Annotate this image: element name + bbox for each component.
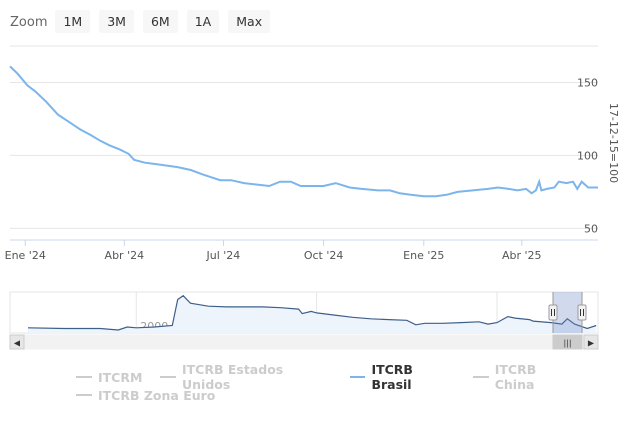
legend-item-itcrm[interactable]: ITCRM xyxy=(76,370,142,385)
navigator[interactable]: 200020102020 xyxy=(9,291,599,334)
handle-grip[interactable] xyxy=(548,304,558,321)
zoom-bar: Zoom 1M 3M 6M 1A Max xyxy=(10,9,279,33)
y-axis-title: 17-12-15=100 xyxy=(607,103,620,183)
legend: ITCRM ITCRB Estados Unidos ITCRB Brasil … xyxy=(76,362,596,404)
scrollbar-left-button[interactable] xyxy=(9,334,25,350)
legend-swatch xyxy=(473,376,489,378)
scrollbar[interactable]: ◀ ||| ▶ xyxy=(9,334,599,350)
handle-grip[interactable] xyxy=(577,304,587,321)
legend-label: ITCRB China xyxy=(494,362,537,392)
y-tick-label: 50 xyxy=(584,222,598,235)
zoom-3m-button[interactable]: 3M xyxy=(99,9,134,33)
zoom-1m-button[interactable]: 1M xyxy=(55,9,91,33)
x-axis: Ene '24 Abr '24 Jul '24 Oct '24 Ene '25 Abr '… xyxy=(5,239,598,262)
scrollbar-track[interactable] xyxy=(9,334,599,350)
x-tick-label: Oct '24 xyxy=(304,249,344,262)
legend-item-itcrb-brasil[interactable]: ITCRB Brasil xyxy=(349,362,455,392)
scrollbar-thumb[interactable] xyxy=(552,334,583,350)
scrollbar-grip-icon: ||| xyxy=(563,339,571,348)
legend-swatch xyxy=(160,376,176,378)
navigator-selected-range[interactable] xyxy=(553,292,582,333)
grid-lines xyxy=(10,45,598,229)
legend-item-itcrb-estados-unidos[interactable]: ITCRB Estados Unidos xyxy=(160,362,331,392)
scroll-left-icon[interactable]: ◀ xyxy=(14,339,21,348)
legend-label: ITCRB Zona Euro xyxy=(98,387,216,403)
y-tick-label: 100 xyxy=(577,149,598,162)
legend-item-itcrb-zona-euro[interactable]: ITCRB Zona Euro xyxy=(76,388,215,403)
series-line-itcrb-brasil xyxy=(9,65,598,198)
legend-label: ITCRM xyxy=(98,369,143,385)
x-tick-label: Ene '24 xyxy=(5,249,46,262)
legend-item-itcrb-china[interactable]: ITCRB China xyxy=(473,362,578,392)
zoom-6m-button[interactable]: 6M xyxy=(142,9,178,33)
zoom-label: Zoom xyxy=(10,14,48,30)
navigator-handle-left[interactable] xyxy=(548,304,558,321)
navigator-handle-right[interactable] xyxy=(577,304,587,321)
x-tick-label: Ene '25 xyxy=(403,249,444,262)
legend-label: ITCRB Brasil xyxy=(371,362,413,392)
navigator-line xyxy=(27,294,597,331)
legend-label: ITCRB Estados Unidos xyxy=(182,362,284,392)
legend-swatch xyxy=(76,376,92,378)
y-axis: 50 100 150 xyxy=(577,76,598,235)
zoom-1a-button[interactable]: 1A xyxy=(186,9,220,33)
x-tick-label: Abr '24 xyxy=(105,249,145,262)
navigator-area xyxy=(28,295,597,333)
scrollbar-right-button[interactable] xyxy=(583,334,599,350)
legend-swatch xyxy=(76,394,92,396)
zoom-max-button[interactable]: Max xyxy=(228,9,271,33)
legend-swatch xyxy=(349,376,366,378)
line-chart: Ene '24 Abr '24 Jul '24 Oct '24 Ene '25 Abr '… xyxy=(5,45,620,350)
x-tick-label: Jul '24 xyxy=(206,249,241,262)
scroll-right-icon[interactable]: ▶ xyxy=(588,339,595,348)
x-tick-label: Abr '25 xyxy=(502,249,542,262)
y-tick-label: 150 xyxy=(577,76,598,89)
